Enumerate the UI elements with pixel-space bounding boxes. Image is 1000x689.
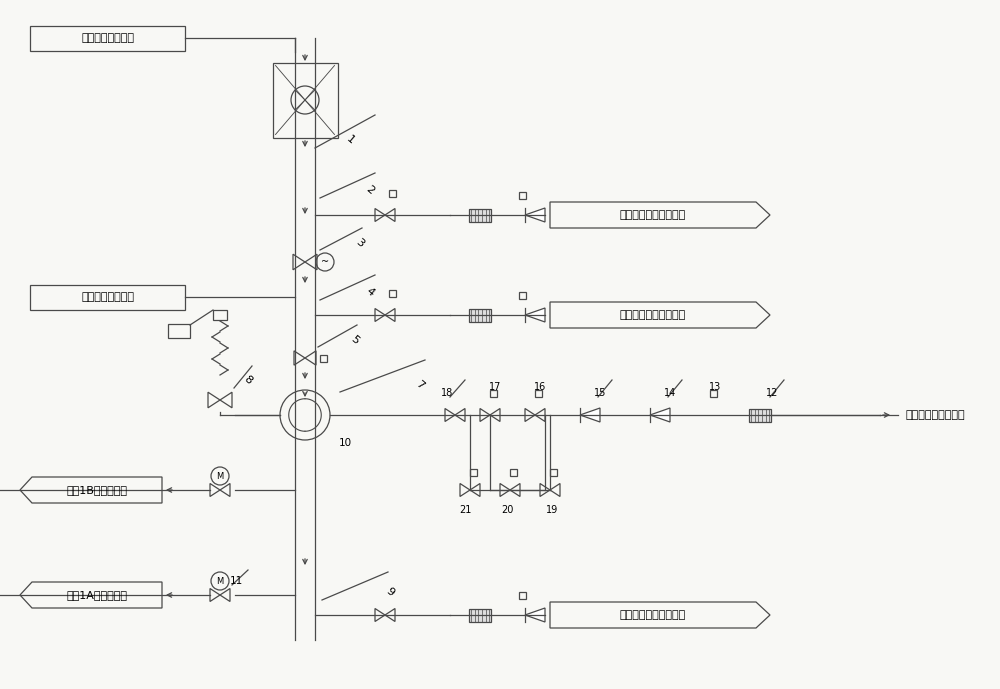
Text: ~: ~ (321, 257, 329, 267)
Polygon shape (580, 408, 600, 422)
Bar (213, 310, 227, 320)
Text: 19: 19 (546, 505, 558, 515)
Text: 5: 5 (349, 334, 361, 346)
Text: M: M (216, 471, 224, 480)
Text: 高压缸补汽口来汽: 高压缸补汽口来汽 (81, 292, 134, 302)
Bar (389, 289, 396, 296)
Text: 来泵再热器减温水来: 来泵再热器减温水来 (905, 410, 965, 420)
Bar (469, 309, 491, 322)
Text: 15: 15 (594, 388, 606, 398)
Bar (30, 25, 185, 50)
Text: 补汽阀后疏水至凝汽器: 补汽阀后疏水至凝汽器 (620, 210, 686, 220)
Bar (518, 591, 526, 599)
Bar (30, 285, 185, 309)
Text: 13: 13 (709, 382, 721, 392)
Text: 10: 10 (338, 438, 352, 448)
Bar (470, 469, 477, 475)
Bar (518, 291, 526, 298)
Bar (710, 389, 716, 396)
Text: 9: 9 (384, 586, 396, 598)
Bar (510, 469, 516, 475)
Text: 接入1B高压加热器: 接入1B高压加热器 (67, 485, 128, 495)
Text: 18: 18 (441, 388, 453, 398)
Text: 12: 12 (766, 388, 778, 398)
Bar (389, 189, 396, 196)
Text: 接入1A高压加热器: 接入1A高压加热器 (67, 590, 128, 600)
Text: 4: 4 (364, 286, 376, 298)
Text: 减温器后疏水至凝汽器: 减温器后疏水至凝汽器 (620, 610, 686, 620)
Text: 17: 17 (489, 382, 501, 392)
Text: 20: 20 (501, 505, 513, 515)
Bar (469, 209, 491, 221)
Text: 3: 3 (354, 237, 366, 249)
Polygon shape (650, 408, 670, 422)
Bar (273, 63, 338, 138)
Bar (320, 355, 327, 362)
Text: 2: 2 (364, 184, 376, 196)
Text: 高压缸补汽口来汽: 高压缸补汽口来汽 (81, 33, 134, 43)
Polygon shape (525, 208, 545, 222)
Bar (550, 469, 556, 475)
Text: 电动阀后疏水至凝汽器: 电动阀后疏水至凝汽器 (620, 310, 686, 320)
Text: 16: 16 (534, 382, 546, 392)
Text: 21: 21 (459, 505, 471, 515)
Polygon shape (525, 608, 545, 622)
Bar (168, 324, 190, 338)
Bar (490, 389, 497, 396)
Bar (534, 389, 542, 396)
Bar (518, 192, 526, 198)
Text: 8: 8 (242, 374, 254, 386)
Text: 11: 11 (229, 576, 243, 586)
Text: 1: 1 (344, 134, 356, 146)
Bar (749, 409, 771, 422)
Bar (469, 608, 491, 621)
Text: M: M (216, 577, 224, 586)
Text: 7: 7 (414, 379, 426, 391)
Text: 14: 14 (664, 388, 676, 398)
Polygon shape (525, 308, 545, 322)
